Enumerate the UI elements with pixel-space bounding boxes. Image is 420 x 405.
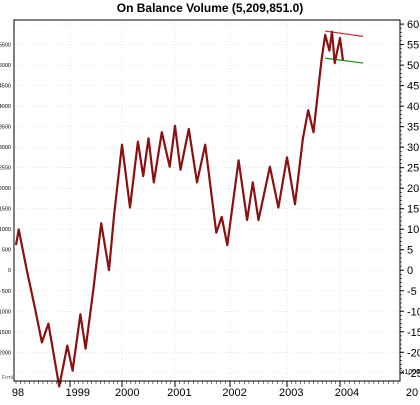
left-tick-label: 3500 bbox=[0, 125, 11, 131]
right-tick-label: 25 bbox=[407, 163, 419, 175]
x-tick-label: 2002 bbox=[222, 387, 246, 399]
right-tick-label: 10 bbox=[407, 224, 419, 236]
left-tick-label: 500 bbox=[2, 248, 11, 254]
grid-layer bbox=[14, 20, 400, 381]
right-tick-label: 55 bbox=[407, 40, 419, 52]
x-tick-label: 20 bbox=[406, 387, 418, 399]
multiplier-label: x1000 bbox=[401, 369, 420, 376]
right-tick-label: 60 bbox=[407, 19, 419, 31]
right-tick-label: -20 bbox=[407, 347, 420, 359]
left-tick-label: 1000 bbox=[0, 227, 11, 233]
x-tick-label: 2001 bbox=[167, 387, 191, 399]
right-tick-label: -10 bbox=[407, 306, 420, 318]
x-tick-label: 2003 bbox=[279, 387, 303, 399]
obv-series-line bbox=[14, 30, 344, 388]
left-tick-label: 4000 bbox=[0, 104, 11, 110]
right-tick-label: 0 bbox=[407, 265, 413, 277]
left-tick-label: 0 bbox=[8, 268, 11, 274]
x-tick-label: 98 bbox=[12, 387, 24, 399]
left-tick-label: -1000 bbox=[0, 309, 11, 315]
right-tick-label: 20 bbox=[407, 183, 419, 195]
left-tick-label: 2500 bbox=[0, 166, 11, 172]
right-tick-label: 35 bbox=[407, 122, 419, 134]
plot-frame bbox=[13, 19, 401, 382]
frequency-label: Frml bbox=[2, 375, 13, 381]
right-tick-label: 5 bbox=[407, 245, 413, 257]
left-tick-label: -2000 bbox=[0, 350, 11, 356]
left-tick-label: 4500 bbox=[0, 84, 11, 90]
left-tick-label: 3000 bbox=[0, 145, 11, 151]
right-tick-label: 40 bbox=[407, 101, 419, 113]
trendline-lower bbox=[325, 57, 364, 64]
left-tick-label: 5000 bbox=[0, 63, 11, 69]
left-tick-label: -1500 bbox=[0, 330, 11, 336]
right-tick-label: 45 bbox=[407, 81, 419, 93]
chart-title: On Balance Volume (5,209,851.0) bbox=[117, 1, 304, 15]
right-tick-label: -15 bbox=[407, 327, 420, 339]
right-tick-label: 50 bbox=[407, 60, 419, 72]
left-tick-label: 5500 bbox=[0, 43, 11, 49]
left-tick-label: 1500 bbox=[0, 207, 11, 213]
x-tick-label: 1999 bbox=[66, 387, 90, 399]
right-tick-label: -5 bbox=[407, 286, 417, 298]
right-tick-label: -25 bbox=[407, 368, 420, 380]
axis-layer: 605550454035302520151050-5-10-15-20-2555… bbox=[0, 19, 420, 399]
series-layer bbox=[14, 30, 344, 388]
x-tick-label: 2000 bbox=[115, 387, 139, 399]
x-tick-label: 2004 bbox=[335, 387, 359, 399]
left-tick-label: 2000 bbox=[0, 186, 11, 192]
right-tick-label: 15 bbox=[407, 204, 419, 216]
right-tick-label: 30 bbox=[407, 142, 419, 154]
left-tick-label: -500 bbox=[0, 289, 11, 295]
